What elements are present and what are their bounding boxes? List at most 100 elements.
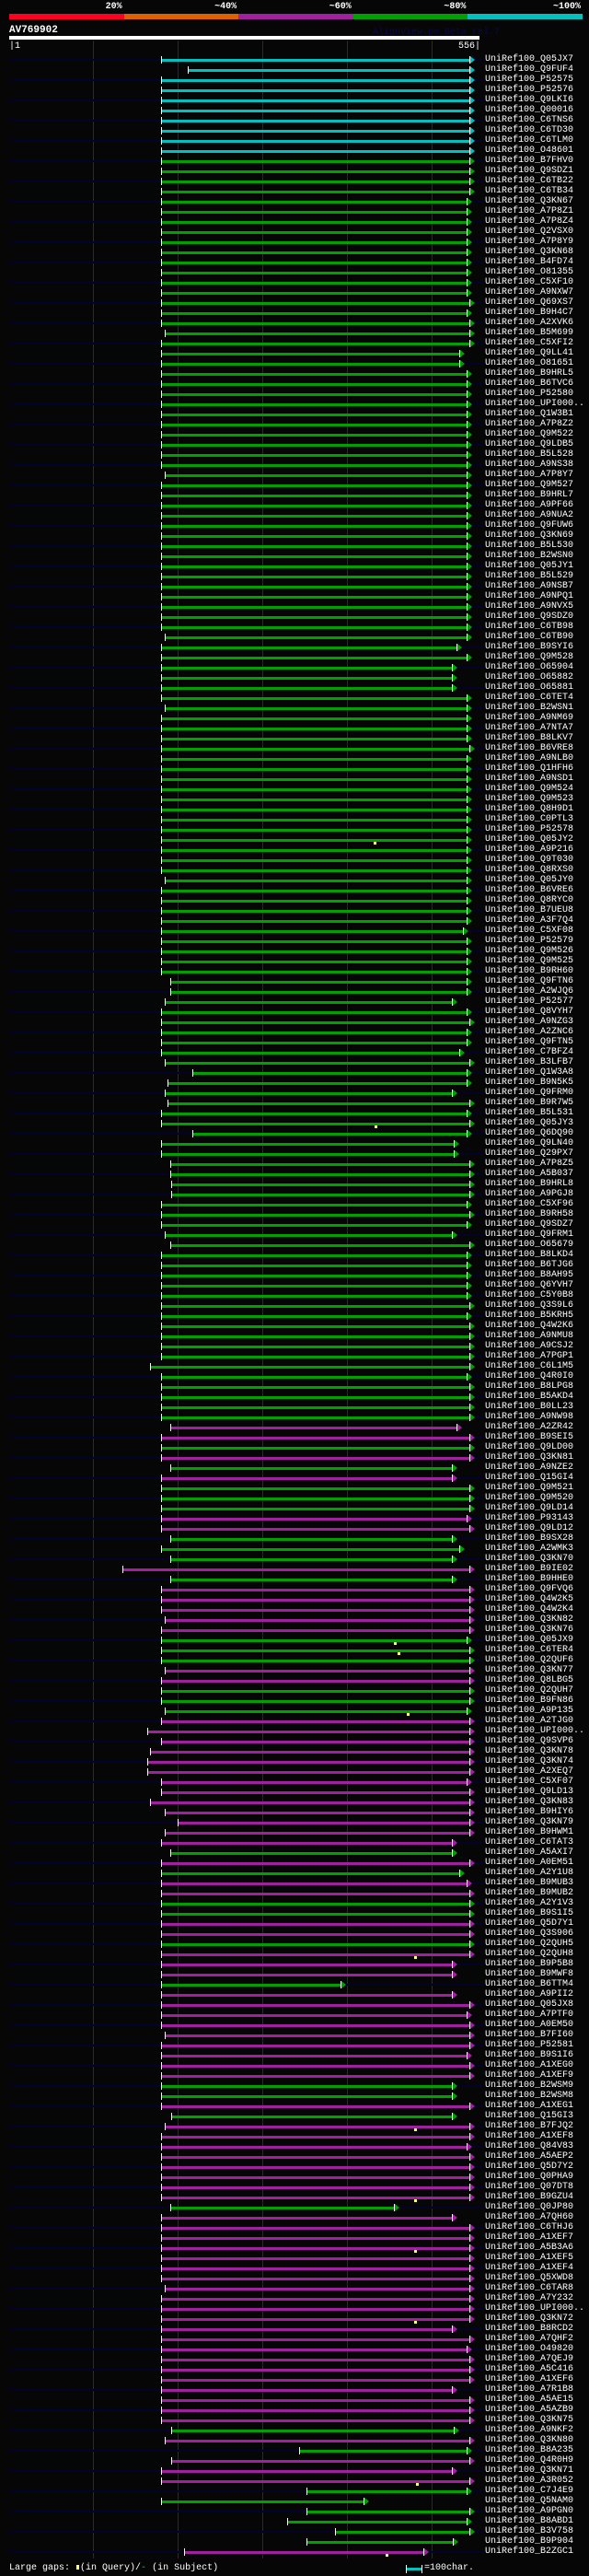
hit-label[interactable]: UniRef100_A9CSJ2 <box>485 1341 574 1351</box>
hit-label[interactable]: UniRef100_Q05JY0 <box>485 875 574 885</box>
hit-label[interactable]: UniRef100_Q3KN79 <box>485 1817 574 1827</box>
hit-label[interactable]: UniRef100_A1XEF8 <box>485 2131 574 2141</box>
hit-label[interactable]: UniRef100_A9PII2 <box>485 1989 574 1999</box>
hit-label[interactable]: UniRef100_B8A235 <box>485 2445 574 2455</box>
hit-label[interactable]: UniRef100_Q5D7Y2 <box>485 2162 574 2172</box>
hit-label[interactable]: UniRef100_A9NS38 <box>485 460 574 470</box>
hit-label[interactable]: UniRef100_Q0JP80 <box>485 2202 574 2212</box>
hit-label[interactable]: UniRef100_O81651 <box>485 358 574 368</box>
hit-label[interactable]: UniRef100_B8ABD1 <box>485 2516 574 2526</box>
hit-label[interactable]: UniRef100_A5B3A6 <box>485 2243 574 2253</box>
hit-label[interactable]: UniRef100_A2XVK6 <box>485 318 574 328</box>
hit-label[interactable]: UniRef100_Q07DT8 <box>485 2182 574 2192</box>
hit-label[interactable]: UniRef100_Q69XS7 <box>485 297 574 308</box>
hit-label[interactable]: UniRef100_Q1W3A8 <box>485 1067 574 1078</box>
hit-label[interactable]: UniRef100_Q3KN74 <box>485 1756 574 1766</box>
hit-label[interactable]: UniRef100_B8LKV7 <box>485 733 574 743</box>
hit-label[interactable]: UniRef100_B9MUB3 <box>485 1878 574 1888</box>
hit-label[interactable]: UniRef100_B9MWF8 <box>485 1969 574 1979</box>
hit-label[interactable]: UniRef100_Q2QUH8 <box>485 1949 574 1959</box>
hit-label[interactable]: UniRef100_B9HWM1 <box>485 1827 574 1837</box>
hit-label[interactable]: UniRef100_B2ZGC1 <box>485 2547 574 2557</box>
hit-label[interactable]: UniRef100_Q15GI4 <box>485 1473 574 1483</box>
hit-label[interactable]: UniRef100_B6TTM4 <box>485 1979 574 1989</box>
hit-label[interactable]: UniRef100_B6VRE6 <box>485 885 574 895</box>
hit-label[interactable]: UniRef100_A9NXW7 <box>485 287 574 297</box>
hit-label[interactable]: UniRef100_B9HRL5 <box>485 368 574 379</box>
hit-label[interactable]: UniRef100_Q3KN77 <box>485 1665 574 1675</box>
hit-label[interactable]: UniRef100_C0PTL3 <box>485 814 574 824</box>
hit-label[interactable]: UniRef100_A9NVX5 <box>485 601 574 612</box>
hit-label[interactable]: UniRef100_B9HHE0 <box>485 1574 574 1584</box>
hit-label[interactable]: UniRef100_Q9M528 <box>485 652 574 662</box>
hit-label[interactable]: UniRef100_A5AE15 <box>485 2395 574 2405</box>
hit-label[interactable]: UniRef100_A7P8Y7 <box>485 470 574 480</box>
hit-label[interactable]: UniRef100_C6THJ6 <box>485 2222 574 2232</box>
hit-label[interactable]: UniRef100_A0EM50 <box>485 2020 574 2030</box>
hit-label[interactable]: UniRef100_A5AEP2 <box>485 2151 574 2162</box>
hit-label[interactable]: UniRef100_Q9M523 <box>485 794 574 804</box>
hit-label[interactable]: UniRef100_Q9T030 <box>485 855 574 865</box>
hit-label[interactable]: UniRef100_A2TJG0 <box>485 1716 574 1726</box>
hit-label[interactable]: UniRef100_Q3KN71 <box>485 2465 574 2476</box>
hit-label[interactable]: UniRef100_C7J4E9 <box>485 2486 574 2496</box>
hit-label[interactable]: UniRef100_A2Y1V3 <box>485 1898 574 1908</box>
hit-label[interactable]: UniRef100_Q9M521 <box>485 1483 574 1493</box>
hit-label[interactable]: UniRef100_B7FI60 <box>485 2030 574 2040</box>
hit-label[interactable]: UniRef100_A5AXI7 <box>485 1847 574 1858</box>
hit-label[interactable]: UniRef100_C6TAT3 <box>485 1837 574 1847</box>
hit-label[interactable]: UniRef100_Q05JX7 <box>485 54 574 64</box>
hit-label[interactable]: UniRef100_Q2QUF6 <box>485 1655 574 1665</box>
hit-label[interactable]: UniRef100_A2Y1U8 <box>485 1868 574 1878</box>
hit-label[interactable]: UniRef100_A2ZR42 <box>485 1422 574 1432</box>
hit-label[interactable]: UniRef100_Q05JY3 <box>485 1118 574 1128</box>
hit-label[interactable]: UniRef100_B5L529 <box>485 571 574 581</box>
hit-label[interactable]: UniRef100_A3R052 <box>485 2476 574 2486</box>
hit-label[interactable]: UniRef100_O81355 <box>485 267 574 277</box>
hit-label[interactable]: UniRef100_O65881 <box>485 682 574 693</box>
hit-label[interactable]: UniRef100_A1XEF4 <box>485 2263 574 2273</box>
hit-label[interactable]: UniRef100_A1XEF9 <box>485 2070 574 2081</box>
hit-label[interactable]: UniRef100_Q4W2K5 <box>485 1594 574 1604</box>
hit-label[interactable]: UniRef100_C6TNS6 <box>485 115 574 125</box>
hit-label[interactable]: UniRef100_A1XEF6 <box>485 2374 574 2384</box>
hit-label[interactable]: UniRef100_Q1W3B1 <box>485 409 574 419</box>
hit-label[interactable]: UniRef100_Q9LDB5 <box>485 439 574 449</box>
hit-label[interactable]: UniRef100_C6TB34 <box>485 186 574 196</box>
hit-label[interactable]: UniRef100_A9PF66 <box>485 500 574 510</box>
hit-label[interactable]: UniRef100_A3F7Q4 <box>485 915 574 926</box>
hit-label[interactable]: UniRef100_C6TET4 <box>485 693 574 703</box>
hit-label[interactable]: UniRef100_B3V758 <box>485 2526 574 2536</box>
hit-label[interactable]: UniRef100_Q9LN40 <box>485 1138 574 1148</box>
hit-label[interactable]: UniRef100_B6VRE8 <box>485 743 574 753</box>
hit-label[interactable]: UniRef100_Q9LD12 <box>485 1523 574 1533</box>
hit-label[interactable]: UniRef100_B5L528 <box>485 449 574 460</box>
hit-label[interactable]: UniRef100_P52575 <box>485 75 574 85</box>
hit-label[interactable]: UniRef100_Q2VSX0 <box>485 227 574 237</box>
hit-label[interactable]: UniRef100_Q05JY1 <box>485 561 574 571</box>
hit-label[interactable]: UniRef100_B9SEI5 <box>485 1432 574 1442</box>
hit-label[interactable]: UniRef100_A7Y232 <box>485 2293 574 2303</box>
hit-label[interactable]: UniRef100_Q3KN75 <box>485 2415 574 2425</box>
hit-label[interactable]: UniRef100_C5XF96 <box>485 1199 574 1209</box>
hit-label[interactable]: UniRef100_Q29PX7 <box>485 1148 574 1159</box>
hit-label[interactable]: UniRef100_A1XEF5 <box>485 2253 574 2263</box>
hit-label[interactable]: UniRef100_A9NZG3 <box>485 1017 574 1027</box>
hit-label[interactable]: UniRef100_A9P216 <box>485 845 574 855</box>
hit-label[interactable]: UniRef100_B5L530 <box>485 541 574 551</box>
hit-label[interactable]: UniRef100_Q5XWD8 <box>485 2273 574 2283</box>
hit-label[interactable]: UniRef100_B5L531 <box>485 1108 574 1118</box>
hit-label[interactable]: UniRef100_C6TER4 <box>485 1645 574 1655</box>
hit-label[interactable]: UniRef100_B9HRL8 <box>485 1179 574 1189</box>
hit-label[interactable]: UniRef100_B9IE02 <box>485 1564 574 1574</box>
hit-label[interactable]: UniRef100_C5Y0B8 <box>485 1290 574 1300</box>
hit-label[interactable]: UniRef100_B8RCD2 <box>485 2324 574 2334</box>
hit-label[interactable]: UniRef100_Q9LD14 <box>485 1503 574 1513</box>
hit-label[interactable]: UniRef100_Q84V83 <box>485 2141 574 2151</box>
hit-label[interactable]: UniRef100_C6TB98 <box>485 622 574 632</box>
hit-label[interactable]: UniRef100_A9NLB0 <box>485 753 574 763</box>
hit-label[interactable]: UniRef100_B8LPG8 <box>485 1381 574 1392</box>
hit-label[interactable]: UniRef100_A7P8Z5 <box>485 1159 574 1169</box>
hit-label[interactable]: UniRef100_Q9LKI6 <box>485 95 574 105</box>
hit-label[interactable]: UniRef100_P52577 <box>485 997 574 1007</box>
